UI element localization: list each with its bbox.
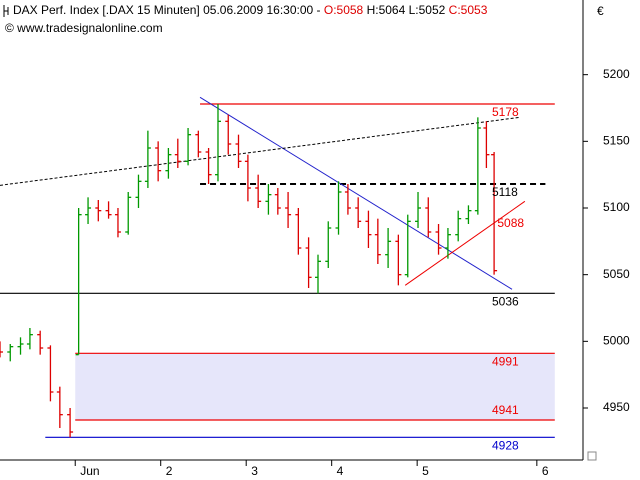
x-tick-label: Jun — [80, 464, 99, 478]
trend-line — [199, 96, 513, 290]
trend-line — [0, 116, 520, 186]
annotation-label: 5088 — [497, 216, 524, 230]
y-tick-label: 4950 — [603, 400, 630, 414]
source: © www.tradesignalonline.com — [5, 21, 163, 35]
level-label: 5118 — [492, 185, 518, 199]
header-open: O:5058 — [324, 3, 364, 17]
x-tick-label: 5 — [422, 464, 429, 478]
header-name: DAX Perf. Index [.DAX 15 Minuten] 05.06.… — [13, 3, 324, 17]
x-tick-label: 6 — [542, 464, 549, 478]
x-tick-label: 3 — [251, 464, 258, 478]
y-tick-label: 5000 — [603, 334, 630, 348]
header-low: L:5052 — [409, 3, 446, 17]
header-close: C:5053 — [449, 3, 488, 17]
x-tick-label: 4 — [337, 464, 344, 478]
trend-line — [404, 200, 526, 286]
level-label: 4991 — [492, 355, 519, 369]
y-tick-label: 5200 — [603, 67, 630, 81]
header-high: H:5064 — [367, 3, 406, 17]
level-label: 5036 — [492, 295, 519, 309]
zone-band — [75, 353, 555, 420]
chart-icon — [3, 5, 9, 17]
x-tick-label: 2 — [166, 464, 173, 478]
currency: € — [597, 4, 604, 18]
band-layer — [75, 353, 555, 420]
level-label: 4928 — [492, 439, 519, 453]
chart-header: DAX Perf. Index [.DAX 15 Minuten] 05.06.… — [13, 3, 488, 17]
y-tick-label: 5100 — [603, 200, 630, 214]
axis-layer — [0, 0, 597, 466]
scroll-marker — [587, 451, 597, 461]
level-label: 5178 — [492, 105, 519, 119]
lines-layer — [0, 96, 555, 438]
y-tick-label: 5150 — [603, 134, 630, 148]
y-tick-label: 5050 — [603, 267, 630, 281]
text-layer: 4950 5000 5050 5100 5150 5200 Jun 2 3 4 5 6 5178 5118… — [80, 67, 630, 478]
level-label: 4941 — [492, 403, 519, 417]
bars-layer — [0, 104, 498, 438]
